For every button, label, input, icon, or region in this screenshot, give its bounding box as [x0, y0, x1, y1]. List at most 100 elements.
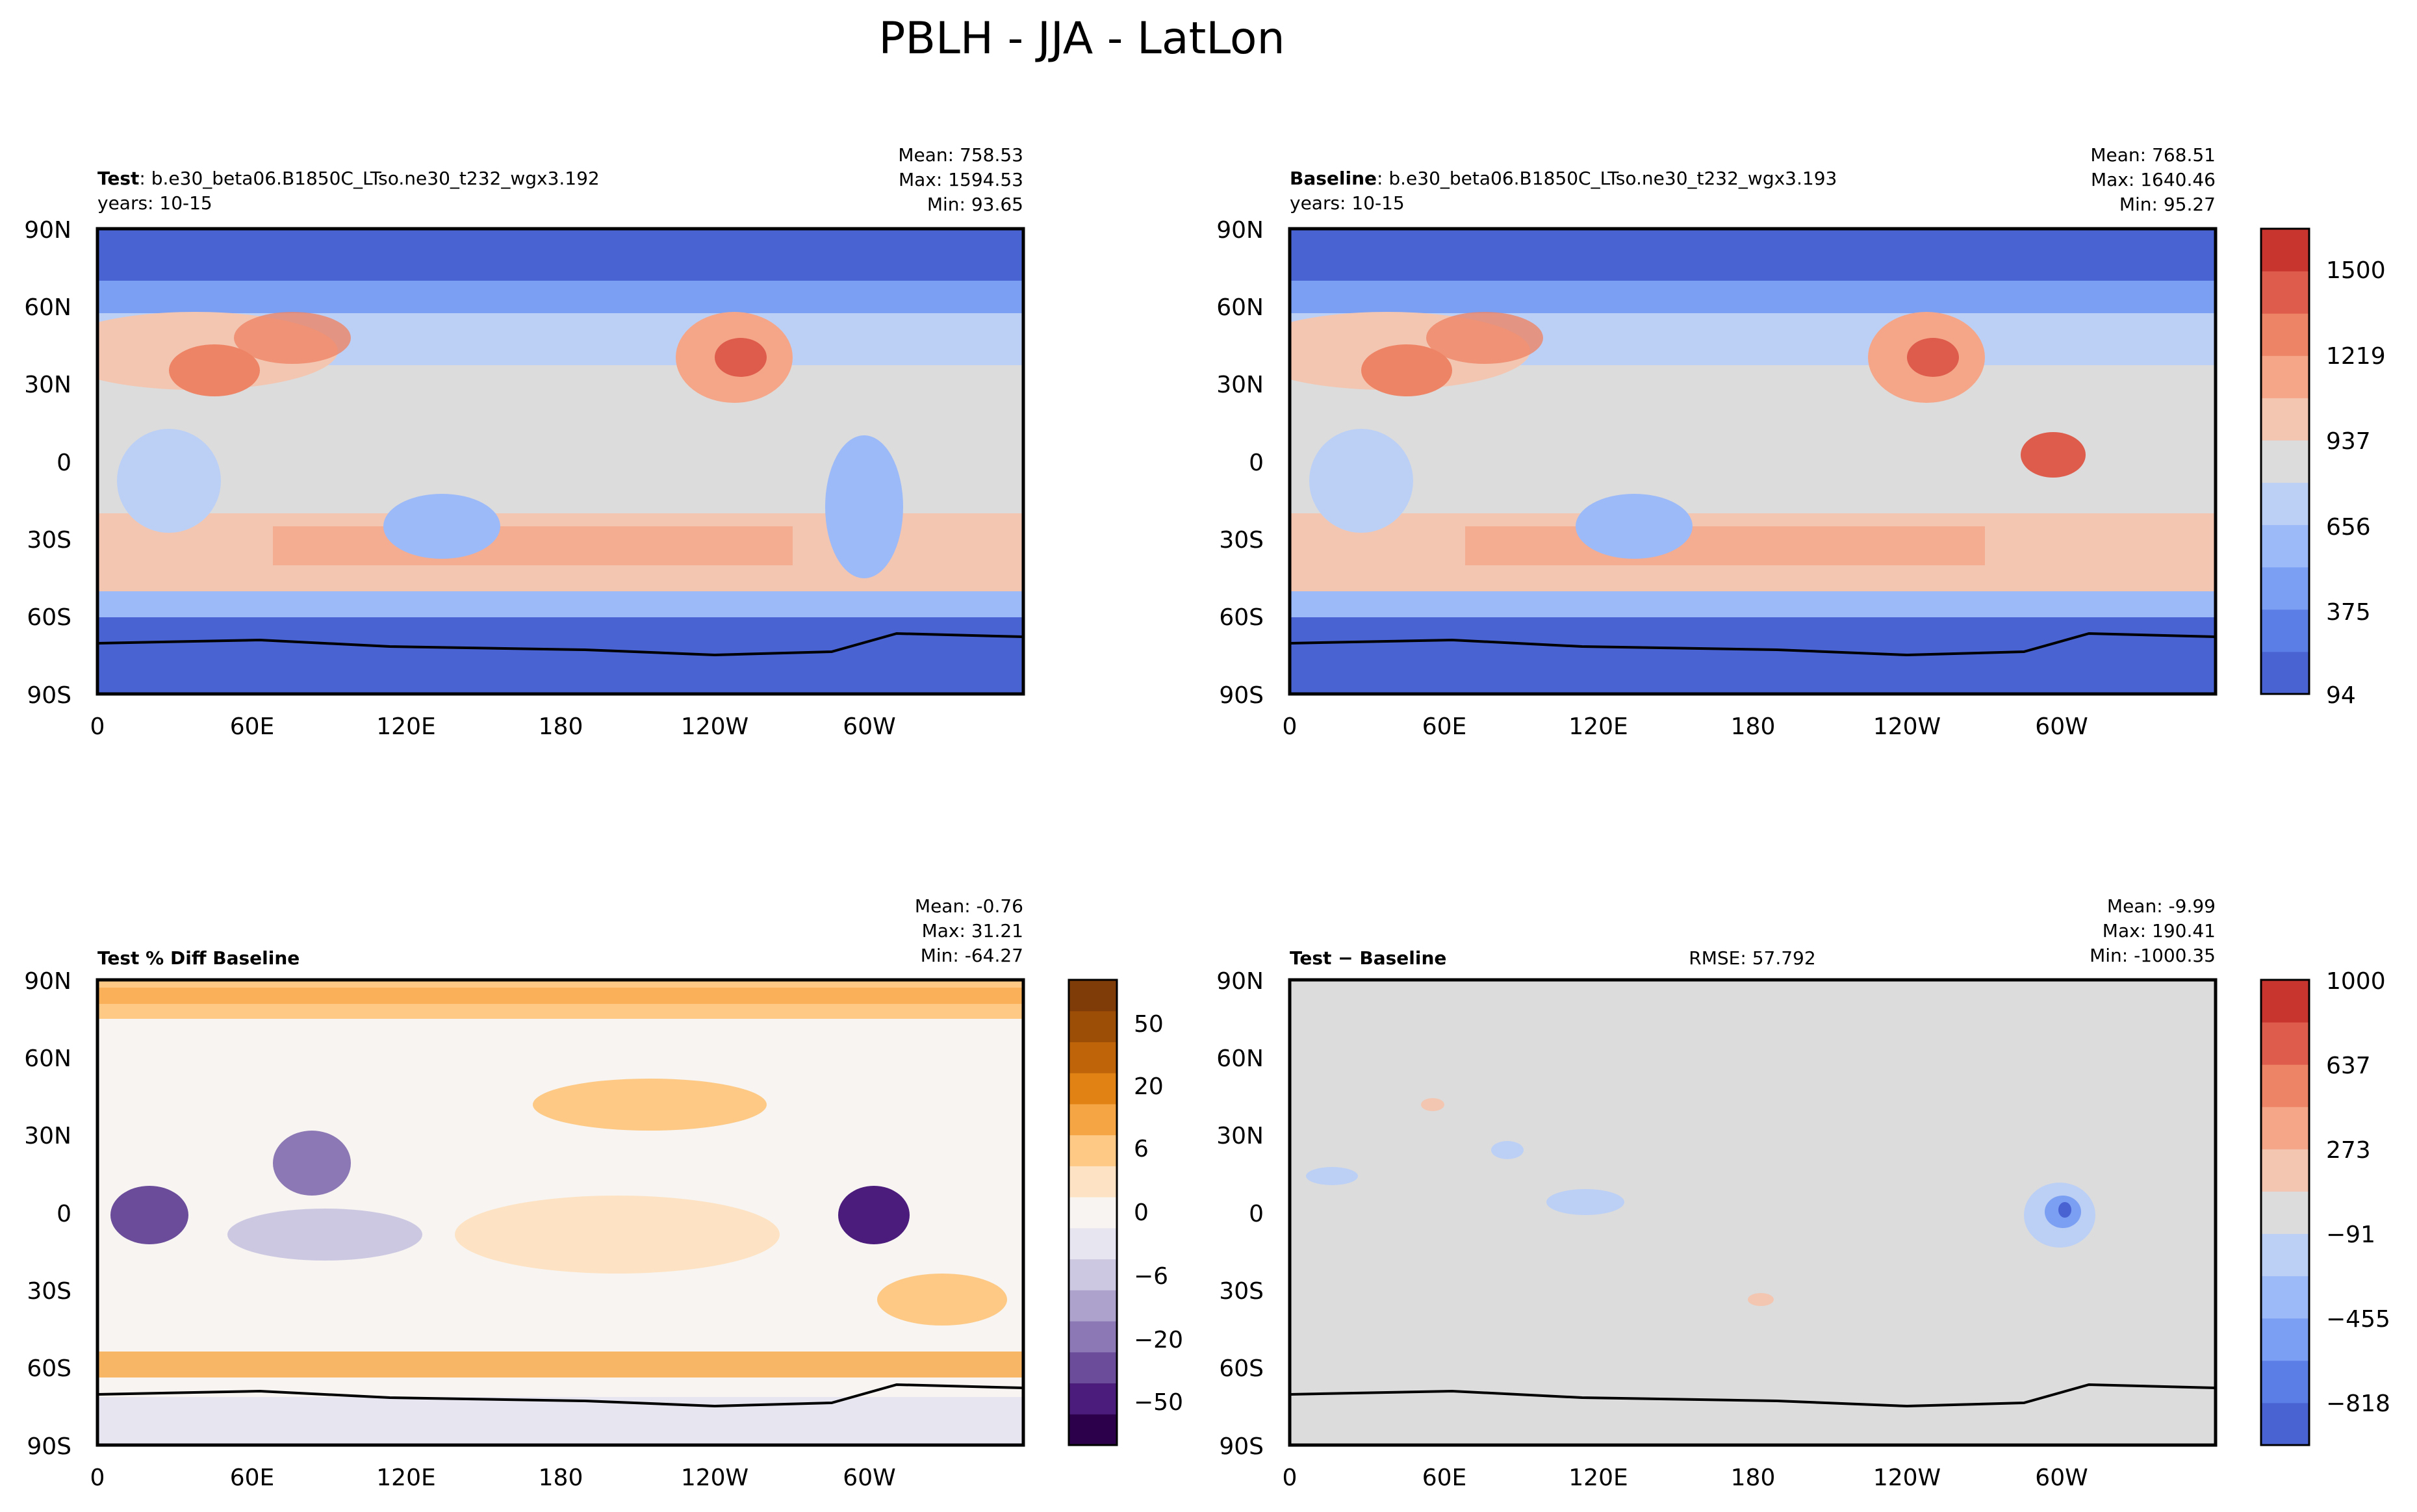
stat-min: Min: 95.27 — [2119, 194, 2216, 215]
panel-label: Baseline: b.e30_beta06.B1850C_LTso.ne30_… — [1290, 168, 1837, 189]
region-n-pacific — [533, 1079, 767, 1131]
ytick-label: 30N — [1216, 1123, 1264, 1149]
xtick-label: 60E — [230, 1465, 275, 1491]
band-south-ocean-inner — [1465, 526, 1985, 565]
ytick-label: 30S — [27, 527, 71, 554]
ytick-label: 90S — [1219, 682, 1264, 709]
colorbar-swatch — [1069, 1134, 1117, 1166]
region-asia — [1426, 312, 1543, 364]
region-mideast — [169, 344, 260, 396]
ytick-label: 30S — [27, 1278, 71, 1305]
region-rockies — [715, 338, 767, 377]
colorbar-tick-label: 637 — [2326, 1053, 2371, 1079]
y-axis-labels: 90N 60N 30N 0 30S 60S 90S — [24, 217, 71, 709]
stat-mean: Mean: 768.51 — [2090, 144, 2216, 166]
xtick-label: 60W — [843, 713, 895, 740]
colorbar-tick-label: 656 — [2326, 514, 2371, 541]
ytick-label: 90N — [1216, 217, 1264, 244]
ytick-label: 60N — [24, 1045, 71, 1072]
ytick-label: 60S — [27, 1355, 71, 1382]
xtick-label: 60E — [230, 713, 275, 740]
map-baseline — [1290, 229, 2216, 694]
x-axis-labels: 0 60E 120E 180 120W 60W — [90, 713, 896, 740]
colorbar-swatch — [1069, 1227, 1117, 1260]
colorbar-tick-label: 94 — [2326, 682, 2356, 709]
region-australia — [383, 494, 500, 559]
panel-years: years: 10-15 — [97, 192, 212, 214]
region-amazon — [838, 1186, 910, 1244]
region-s-atlantic — [877, 1274, 1007, 1326]
colorbar-swatch — [2261, 229, 2309, 272]
band-antarctic — [97, 1397, 1023, 1445]
panel-label: Test − Baseline — [1290, 947, 1446, 969]
ytick-label: 90S — [1219, 1433, 1264, 1460]
ytick-label: 0 — [57, 450, 71, 476]
map-frame — [96, 978, 1025, 1447]
colorbar-frame — [1068, 979, 1118, 1446]
panel-baseline: Baseline: b.e30_beta06.B1850C_LTso.ne30_… — [1216, 144, 2385, 740]
colorbar-swatch — [2261, 313, 2309, 356]
colorbar-tick-label: 937 — [2326, 428, 2371, 455]
colorbar-swatch — [1069, 1042, 1117, 1073]
colorbar-swatch — [2261, 1275, 2309, 1319]
region-australia — [1576, 494, 1693, 559]
region-rockies — [1907, 338, 1959, 377]
x-axis-labels: 0 60E 120E 180 120W 60W — [1283, 1465, 2088, 1491]
colorbar-swatch — [2261, 440, 2309, 483]
colorbar-swatch — [2261, 1402, 2309, 1446]
band-south-ocean-inner — [273, 526, 793, 565]
band-southern — [97, 1352, 1023, 1377]
colorbar-swatch — [1069, 1321, 1117, 1353]
map-frame — [1288, 978, 2218, 1447]
colorbar-pctdiff — [1069, 980, 1117, 1446]
ytick-label: 90S — [27, 682, 71, 709]
region-s-america — [825, 435, 903, 578]
ytick-label: 30S — [1219, 1278, 1264, 1305]
colorbar-swatch — [2261, 1191, 2309, 1235]
region-africa — [110, 1186, 188, 1244]
colorbar-frame — [2260, 979, 2310, 1446]
colorbar-swatch — [2261, 1360, 2309, 1403]
x-axis-labels: 0 60E 120E 180 120W 60W — [90, 1465, 896, 1491]
xtick-label: 180 — [539, 1465, 583, 1491]
panel-years: years: 10-15 — [1290, 192, 1405, 214]
xtick-label: 60W — [843, 1465, 895, 1491]
colorbar-swatch — [2261, 1318, 2309, 1361]
colorbar-frame — [2260, 227, 2310, 695]
ytick-label: 90N — [1216, 968, 1264, 995]
colorbar-tick-label: 1000 — [2326, 968, 2386, 995]
ytick-label: 0 — [1249, 450, 1264, 476]
map-pctdiff — [97, 980, 1023, 1445]
colorbar-swatch — [1069, 1073, 1117, 1105]
colorbar-tick-label: −50 — [1134, 1389, 1183, 1416]
band-north-high — [97, 229, 1023, 281]
xtick-label: 120W — [681, 713, 748, 740]
ytick-label: 30N — [24, 372, 71, 398]
region-asia — [234, 312, 351, 364]
y-axis-labels: 90N 60N 30N 0 30S 60S 90S — [1216, 217, 1264, 709]
region-africa — [1309, 429, 1413, 533]
colorbar-tick-label: 0 — [1134, 1199, 1149, 1226]
ytick-label: 30N — [1216, 372, 1264, 398]
ytick-label: 0 — [57, 1201, 71, 1227]
coastline-antarctica — [1290, 632, 2216, 657]
panel-label: Test % Diff Baseline — [97, 947, 300, 969]
colorbar-tick-label: 375 — [2326, 599, 2371, 626]
map-frame — [96, 227, 1025, 696]
colorbar-tick-label: 1500 — [2326, 257, 2386, 284]
stat-mean: Mean: -0.76 — [915, 895, 1023, 917]
band-south-mid — [1290, 591, 2216, 617]
region-amazon-center — [2058, 1202, 2071, 1218]
xtick-label: 180 — [1731, 1465, 1776, 1491]
stat-max: Max: 190.41 — [2103, 920, 2216, 942]
colorbar-labels: 1500 1219 937 656 375 94 — [2326, 257, 2386, 709]
colorbar-swatch — [1069, 980, 1117, 1012]
colorbar-diff — [2261, 980, 2309, 1446]
colorbar-labels: 50 20 6 0 −6 −20 −50 — [1134, 1011, 1183, 1416]
colorbar-swatch — [1069, 1197, 1117, 1229]
map-frame — [1288, 227, 2218, 696]
colorbar-swatch — [2261, 567, 2309, 610]
colorbar-swatch — [2261, 1064, 2309, 1107]
xtick-label: 60E — [1422, 713, 1467, 740]
